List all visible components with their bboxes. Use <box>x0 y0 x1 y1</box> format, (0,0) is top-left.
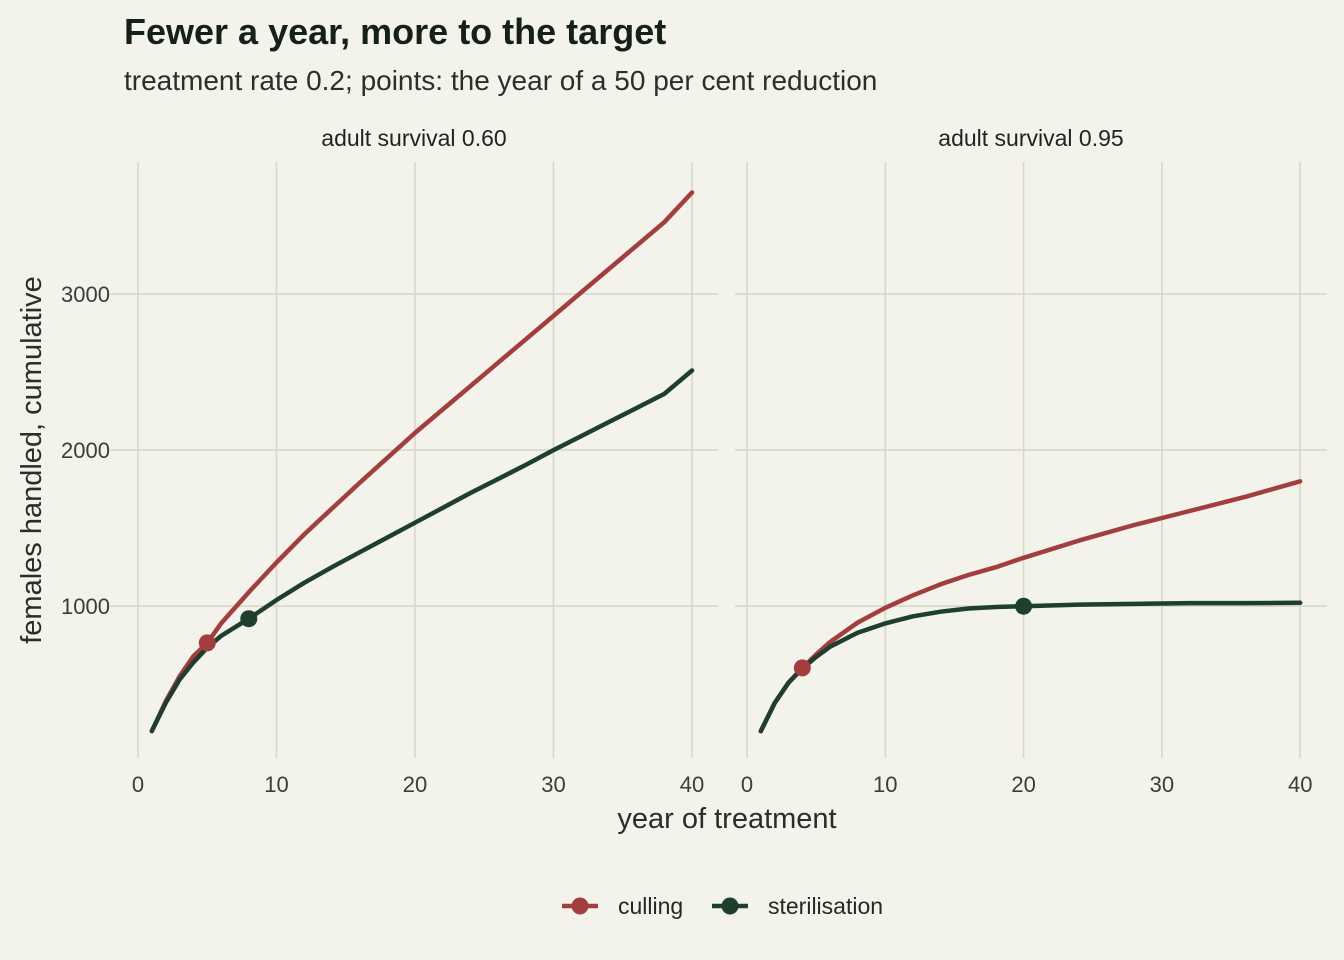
chart-title: Fewer a year, more to the target <box>124 11 666 52</box>
y-tick-label: 1000 <box>61 594 110 619</box>
point-sterilisation <box>1015 597 1033 615</box>
chart-subtitle: treatment rate 0.2; points: the year of … <box>124 65 877 96</box>
x-tick-label: 0 <box>741 772 753 797</box>
x-tick-label: 20 <box>403 772 427 797</box>
point-culling <box>793 659 811 677</box>
legend: culling sterilisation <box>562 893 883 919</box>
series-line-sterilisation <box>758 600 1303 734</box>
legend-item-sterilisation: sterilisation <box>712 893 883 919</box>
y-axis-title: females handled, cumulative <box>16 276 48 644</box>
panels: adult survival 0.60 0 10 20 30 40 1000 2000 3000… <box>61 125 1327 797</box>
x-tick-label: 20 <box>1011 772 1035 797</box>
legend-label: culling <box>618 893 683 919</box>
point-culling <box>198 634 216 652</box>
panel-1: adult survival 0.60 0 10 20 30 40 1000 2000 3000 <box>61 125 718 797</box>
panel-label: adult survival 0.95 <box>938 125 1123 151</box>
x-tick-label: 40 <box>680 772 704 797</box>
x-tick-label: 30 <box>1150 772 1174 797</box>
series-line-sterilisation <box>149 368 695 734</box>
point-sterilisation <box>240 610 258 628</box>
x-tick-label: 30 <box>541 772 565 797</box>
y-tick-label: 3000 <box>61 282 110 307</box>
legend-label: sterilisation <box>768 893 883 919</box>
x-tick-label: 10 <box>873 772 897 797</box>
y-tick-label: 2000 <box>61 438 110 463</box>
panel-2: adult survival 0.95 0 10 20 30 40 <box>735 125 1327 797</box>
x-axis-title: year of treatment <box>617 803 836 835</box>
legend-item-culling: culling <box>562 893 683 919</box>
legend-key-point <box>721 897 739 915</box>
series-line-culling <box>149 190 695 734</box>
x-tick-label: 40 <box>1288 772 1312 797</box>
x-tick-label: 0 <box>132 772 144 797</box>
legend-key-point <box>571 897 589 915</box>
x-tick-label: 10 <box>264 772 288 797</box>
panel-label: adult survival 0.60 <box>321 125 506 151</box>
